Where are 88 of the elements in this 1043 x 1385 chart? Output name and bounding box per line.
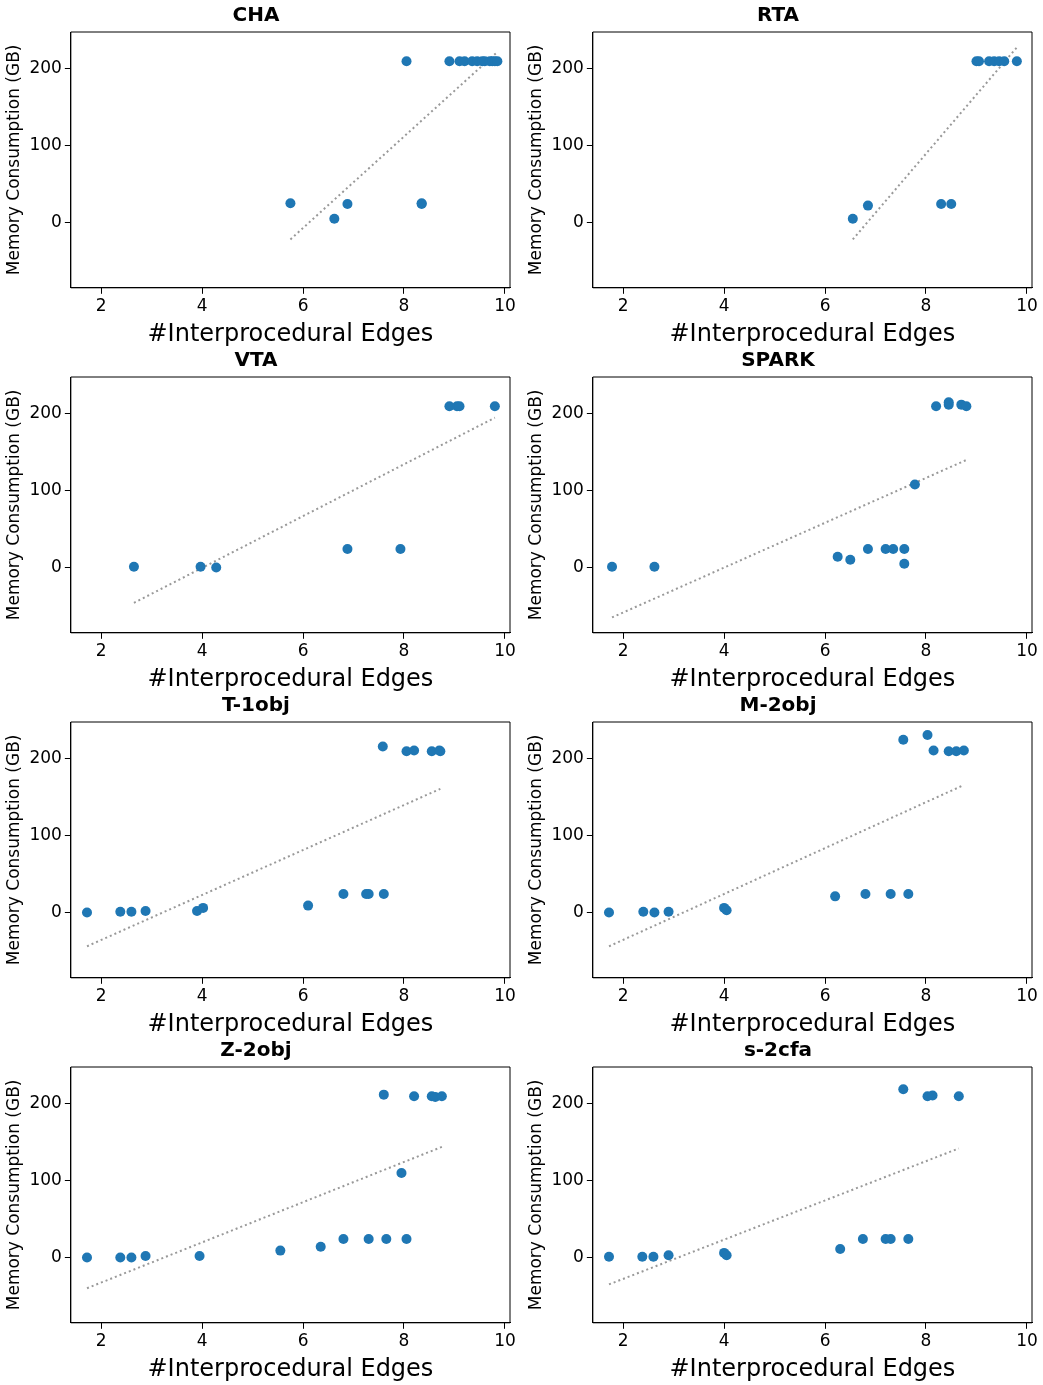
x-tick-label: 8 [398,640,410,661]
x-tick-label: 8 [398,295,410,316]
x-tick-label: 2 [95,295,107,316]
x-axis-title: #Interprocedural Edges [147,318,434,347]
y-tick-label: 0 [51,1245,62,1266]
x-tick-label: 10 [494,1330,516,1351]
y-tick-label: 0 [573,1245,584,1266]
x-tick-label: 8 [920,295,932,316]
x-tick-label: 6 [297,640,309,661]
chart-title: VTA [234,347,279,372]
x-tick-label: 10 [1016,640,1038,661]
x-tick-label: 6 [297,295,309,316]
x-axis-title: #Interprocedural Edges [669,1353,956,1382]
y-tick-label: 200 [551,747,584,768]
y-axis-title: Memory Consumption (GB) [2,44,23,276]
y-tick-label: 0 [573,210,584,231]
y-tick-label: 200 [29,1092,62,1113]
chart-title: T-1obj [222,692,290,717]
y-tick-label: 0 [51,210,62,231]
y-tick-label: 200 [29,57,62,78]
x-tick-label: 8 [920,985,932,1006]
x-tick-label: 4 [718,1330,730,1351]
x-tick-label: 4 [718,295,730,316]
x-axis-title: #Interprocedural Edges [669,1008,956,1037]
y-tick-label: 0 [573,555,584,576]
y-tick-label: 100 [551,824,584,845]
y-tick-label: 100 [29,1169,62,1190]
x-tick-label: 6 [819,295,831,316]
chart-title: s-2cfa [743,1037,813,1062]
x-tick-label: 10 [1016,985,1038,1006]
x-axis-title: #Interprocedural Edges [669,663,956,692]
x-tick-label: 6 [819,985,831,1006]
y-tick-label: 100 [551,1169,584,1190]
x-tick-label: 6 [819,640,831,661]
chart-title: RTA [756,2,800,27]
x-tick-label: 2 [617,640,629,661]
x-tick-label: 8 [398,985,410,1006]
x-tick-label: 6 [297,985,309,1006]
x-tick-label: 10 [1016,295,1038,316]
x-tick-label: 10 [494,985,516,1006]
x-tick-label: 8 [398,1330,410,1351]
y-tick-label: 200 [551,57,584,78]
x-tick-label: 4 [196,985,208,1006]
y-tick-label: 100 [29,479,62,500]
x-tick-label: 10 [494,640,516,661]
x-tick-label: 8 [920,640,932,661]
x-tick-label: 2 [617,985,629,1006]
x-tick-label: 10 [1016,1330,1038,1351]
y-axis-title: Memory Consumption (GB) [2,734,23,966]
x-axis-title: #Interprocedural Edges [669,318,956,347]
x-tick-label: 6 [297,1330,309,1351]
y-axis-title: Memory Consumption (GB) [524,1079,545,1311]
chart-title: Z-2obj [220,1037,292,1062]
y-tick-label: 200 [29,747,62,768]
x-tick-label: 4 [196,1330,208,1351]
x-tick-label: 2 [95,985,107,1006]
y-axis-title: Memory Consumption (GB) [524,44,545,276]
y-axis-title: Memory Consumption (GB) [524,389,545,621]
y-tick-label: 200 [29,402,62,423]
x-tick-label: 2 [95,1330,107,1351]
chart-title: M-2obj [739,692,817,717]
y-tick-label: 200 [551,1092,584,1113]
x-axis-title: #Interprocedural Edges [147,1008,434,1037]
y-axis-title: Memory Consumption (GB) [524,734,545,966]
chart-title: CHA [232,2,280,27]
x-axis-title: #Interprocedural Edges [147,1353,434,1382]
y-tick-label: 200 [551,402,584,423]
x-tick-label: 10 [494,295,516,316]
y-tick-label: 100 [551,134,584,155]
x-tick-label: 4 [718,640,730,661]
x-tick-label: 4 [196,640,208,661]
y-tick-label: 0 [51,555,62,576]
y-axis-title: Memory Consumption (GB) [2,389,23,621]
x-tick-label: 6 [819,1330,831,1351]
y-tick-label: 0 [573,900,584,921]
y-tick-label: 100 [29,134,62,155]
x-tick-label: 2 [617,295,629,316]
y-tick-label: 100 [551,479,584,500]
x-tick-label: 4 [196,295,208,316]
y-tick-label: 100 [29,824,62,845]
x-tick-label: 8 [920,1330,932,1351]
chart-title: SPARK [741,347,817,372]
y-axis-title: Memory Consumption (GB) [2,1079,23,1311]
y-tick-label: 0 [51,900,62,921]
x-axis-title: #Interprocedural Edges [147,663,434,692]
x-tick-label: 4 [718,985,730,1006]
x-tick-label: 2 [95,640,107,661]
x-tick-label: 2 [617,1330,629,1351]
